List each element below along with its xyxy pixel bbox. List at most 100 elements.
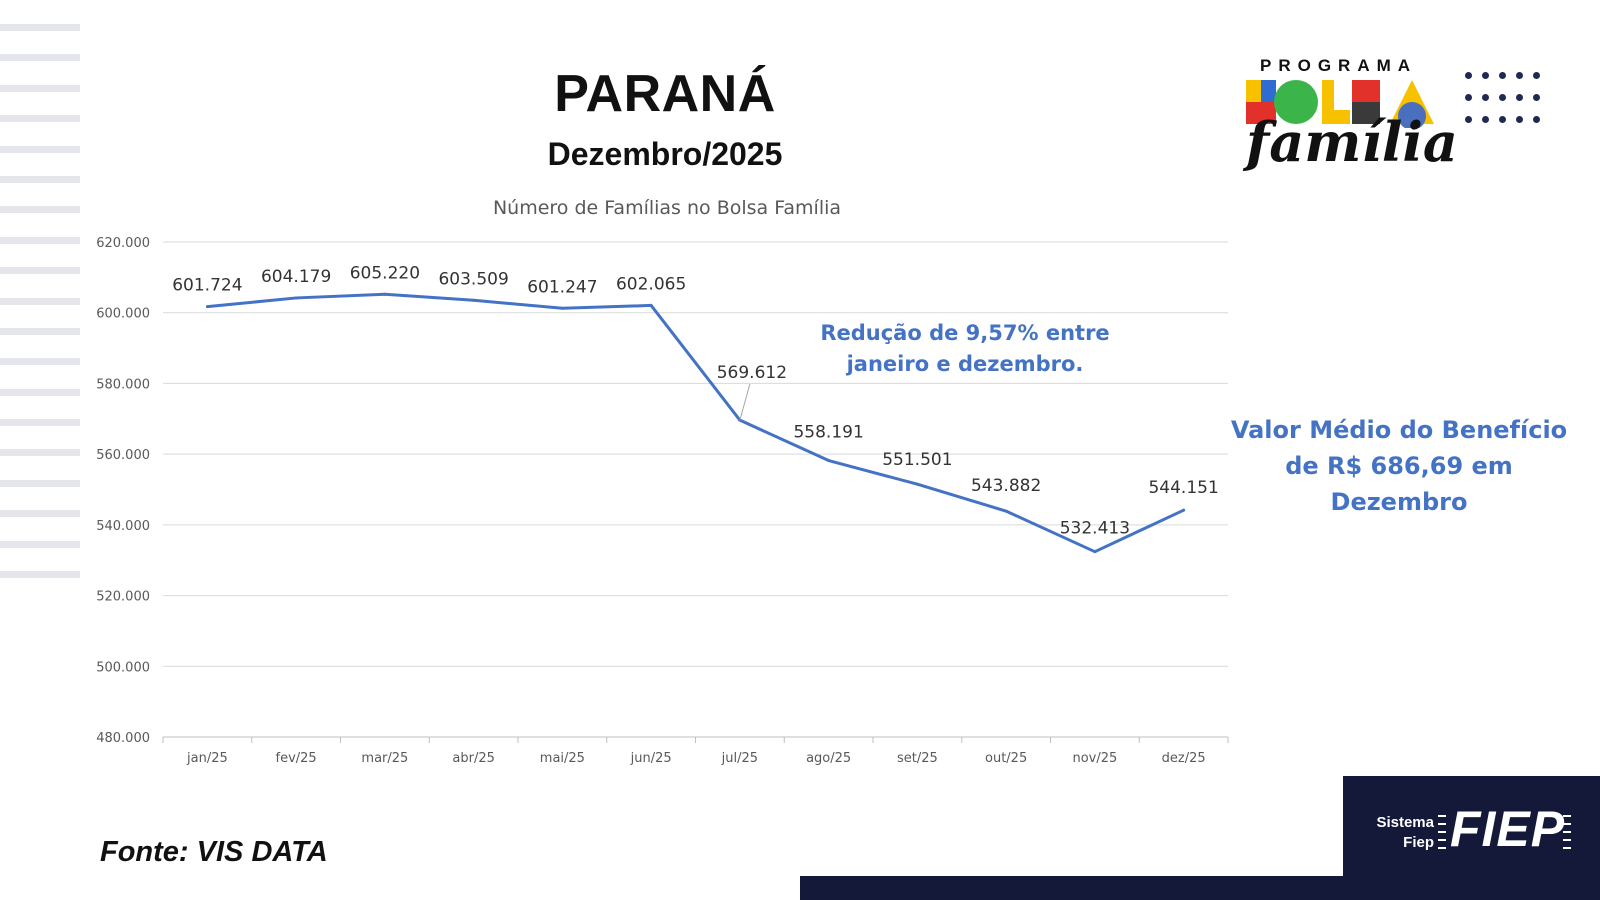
- sistema-line-2: Fiep: [1403, 834, 1434, 851]
- logo-dot: [1482, 94, 1489, 101]
- logo-dot-grid: [1465, 72, 1555, 132]
- y-tick-label: 580.000: [96, 377, 150, 392]
- data-label: 544.151: [1148, 478, 1218, 498]
- x-tick-label: jan/25: [186, 751, 228, 766]
- y-tick-label: 540.000: [96, 519, 150, 534]
- y-tick-label: 560.000: [96, 448, 150, 463]
- data-point: [1004, 509, 1008, 513]
- x-tick-label: mai/25: [540, 751, 585, 766]
- data-point: [1093, 550, 1097, 554]
- bolsa-familia-logo: PROGRAMA família: [1240, 52, 1570, 182]
- decorative-stripe: [0, 175, 80, 183]
- data-point: [472, 298, 476, 302]
- benefit-line-1: Valor Médio do Benefício: [1230, 416, 1568, 444]
- data-point: [205, 305, 209, 309]
- data-point: [827, 459, 831, 463]
- decorative-stripe: [0, 327, 80, 335]
- decorative-stripe: [0, 267, 80, 275]
- x-tick-label: dez/25: [1162, 751, 1206, 766]
- logo-dot: [1499, 94, 1506, 101]
- data-point: [383, 292, 387, 296]
- data-point: [294, 296, 298, 300]
- data-point: [915, 482, 919, 486]
- source-note: Fonte: VIS DATA: [100, 836, 328, 868]
- decorative-stripe: [0, 297, 80, 305]
- logo-dot: [1516, 116, 1523, 123]
- reduction-line-1: Redução de 9,57% entre: [820, 321, 1110, 345]
- fiep-divider-right: [1563, 815, 1571, 855]
- logo-dot: [1482, 72, 1489, 79]
- decorative-stripe: [0, 449, 80, 457]
- decorative-stripe: [0, 115, 80, 123]
- sistema-line-1: Sistema: [1376, 814, 1434, 831]
- series-line: [207, 292, 1185, 554]
- decorative-stripe: [0, 388, 80, 396]
- data-label: 603.509: [438, 269, 508, 289]
- logo-dot: [1499, 116, 1506, 123]
- data-label: 569.612: [717, 363, 787, 383]
- data-point: [560, 306, 564, 310]
- logo-dot: [1516, 94, 1523, 101]
- decorative-stripe: [0, 54, 80, 62]
- logo-programa-text: PROGRAMA: [1260, 56, 1418, 75]
- decorative-stripe: [0, 419, 80, 427]
- decorative-stripe: [0, 479, 80, 487]
- data-label: 551.501: [882, 450, 952, 470]
- x-tick-label: set/25: [897, 751, 938, 766]
- x-tick-label: fev/25: [276, 751, 317, 766]
- decorative-stripe: [0, 145, 80, 153]
- label-leader-line: [739, 384, 751, 421]
- fiep-divider-left: [1438, 815, 1446, 855]
- logo-dot: [1465, 116, 1472, 123]
- data-label: 532.413: [1060, 519, 1130, 539]
- reduction-line-2: janeiro e dezembro.: [846, 352, 1084, 376]
- data-label: 543.882: [971, 476, 1041, 496]
- sistema-fiep-label: Sistema Fiep: [1368, 813, 1434, 853]
- decorative-stripe: [0, 24, 80, 31]
- decorative-stripe: [0, 206, 80, 214]
- benefit-annotation: Valor Médio do Benefício de R$ 686,69 em…: [1218, 412, 1580, 520]
- chart-title: Número de Famílias no Bolsa Família: [493, 197, 841, 219]
- fiep-brand-box: [1343, 776, 1600, 900]
- decorative-stripe: [0, 358, 80, 366]
- decorative-stripe: [0, 510, 80, 518]
- logo-dot: [1533, 94, 1540, 101]
- logo-dot: [1499, 72, 1506, 79]
- logo-dot: [1533, 116, 1540, 123]
- x-tick-label: jun/25: [630, 751, 672, 766]
- y-tick-label: 600.000: [96, 307, 150, 322]
- reduction-annotation: Redução de 9,57% entre janeiro e dezembr…: [810, 318, 1120, 380]
- x-tick-label: jul/25: [721, 751, 758, 766]
- decorative-stripe: [0, 84, 80, 92]
- logo-dot: [1465, 94, 1472, 101]
- logo-dot: [1465, 72, 1472, 79]
- benefit-line-2: de R$ 686,69 em Dezembro: [1285, 452, 1513, 516]
- data-label: 602.065: [616, 274, 686, 294]
- x-tick-label: nov/25: [1072, 751, 1117, 766]
- logo-dot: [1482, 116, 1489, 123]
- logo-dot: [1533, 72, 1540, 79]
- decorative-stripe: [0, 540, 80, 548]
- y-tick-label: 520.000: [96, 590, 150, 605]
- page-subtitle: Dezembro/2025: [547, 136, 783, 172]
- x-tick-label: out/25: [985, 751, 1027, 766]
- data-label: 601.247: [527, 277, 597, 297]
- y-tick-label: 620.000: [96, 236, 150, 251]
- y-tick-label: 480.000: [96, 731, 150, 746]
- x-tick-label: ago/25: [806, 751, 851, 766]
- decorative-stripe: [0, 236, 80, 244]
- page-title: PARANÁ: [554, 65, 776, 123]
- logo-familia-text: família: [1246, 110, 1458, 174]
- data-point: [649, 303, 653, 307]
- x-tick-label: abr/25: [452, 751, 495, 766]
- data-label: 604.179: [261, 267, 331, 287]
- logo-bolsa-shapes: [1246, 80, 1434, 128]
- data-label: 558.191: [793, 423, 863, 443]
- data-label: 605.220: [350, 263, 420, 283]
- fiep-logo-text: FIEP: [1450, 801, 1566, 857]
- data-label: 601.724: [172, 276, 242, 296]
- data-point: [1182, 508, 1186, 512]
- x-tick-label: mar/25: [361, 751, 408, 766]
- decorative-stripes: [0, 24, 80, 601]
